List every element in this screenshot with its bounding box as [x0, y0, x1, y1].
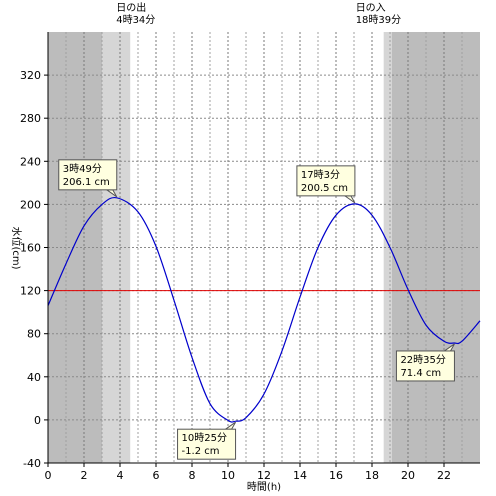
sunset-title: 日の入 [355, 3, 386, 14]
x-tick-label: 2 [81, 469, 88, 482]
x-axis-ticks: 0 2 4 6 8 10 12 14 16 18 20 22 [45, 463, 451, 482]
y-tick-label: 200 [20, 198, 41, 211]
annotation-level: 71.4 cm [400, 368, 441, 379]
annotation-time: 17時3分 [301, 169, 340, 181]
annotation-time: 3時49分 [63, 163, 102, 175]
annotation: 17時3分 200.5 cm [296, 165, 356, 204]
y-tick-label: 40 [27, 371, 41, 384]
annotation-time: 22時35分 [400, 354, 445, 366]
x-tick-label: 12 [257, 469, 271, 482]
annotation-pointer [343, 195, 356, 204]
x-tick-label: 14 [293, 469, 307, 482]
sunset-time: 18時39分 [355, 15, 402, 26]
annotation-time: 10時25分 [182, 432, 227, 444]
x-tick-label: 10 [221, 469, 235, 482]
sunrise-time: 4時34分 [116, 15, 156, 26]
annotation-level: 200.5 cm [301, 183, 348, 194]
y-tick-label: 280 [20, 112, 41, 125]
x-tick-label: 4 [117, 469, 124, 482]
annotation-box [296, 165, 356, 197]
sunrise-title: 日の出 [116, 3, 147, 14]
y-tick-label: 0 [34, 414, 41, 427]
annotation: 3時49分 206.1 cm [58, 159, 118, 198]
annotation-level: 206.1 cm [63, 177, 110, 188]
x-tick-label: 8 [189, 469, 196, 482]
x-tick-label: 18 [365, 469, 379, 482]
annotation: 10時25分 -1.2 cm [177, 421, 237, 460]
y-tick-label: 320 [20, 69, 41, 82]
annotation-pointer [223, 421, 236, 430]
annotation-box [395, 350, 455, 382]
y-axis-label: 水位(cm) [10, 226, 23, 269]
y-tick-label: 120 [20, 285, 41, 298]
annotations: 3時49分 206.1 cm 10時25分 -1.2 cm 17時3分 200.5 cm 2… [58, 159, 455, 460]
x-tick-label: 6 [153, 469, 160, 482]
y-tick-label: -40 [23, 457, 41, 470]
x-tick-label: 20 [401, 469, 415, 482]
x-tick-label: 16 [329, 469, 343, 482]
annotation-box [177, 428, 237, 460]
x-tick-label: 0 [45, 469, 52, 482]
annotation-box [58, 159, 118, 191]
y-tick-label: 240 [20, 155, 41, 168]
x-tick-label: 22 [437, 469, 451, 482]
y-tick-label: 80 [27, 328, 41, 341]
annotation: 22時35分 71.4 cm [395, 343, 455, 382]
sunset-label: 日の入 18時39分 [356, 3, 401, 27]
annotation-level: -1.2 cm [182, 446, 220, 457]
y-tick-label: 160 [20, 242, 41, 255]
sunrise-label: 日の出 4時34分 [116, 3, 155, 27]
x-axis-label: 時間(h) [247, 481, 281, 493]
twilight-region-evening [383, 32, 392, 463]
tide-series-line [47, 196, 481, 423]
y-axis-ticks: -40 0 40 80 120 160 200 240 280 320 [20, 69, 48, 470]
